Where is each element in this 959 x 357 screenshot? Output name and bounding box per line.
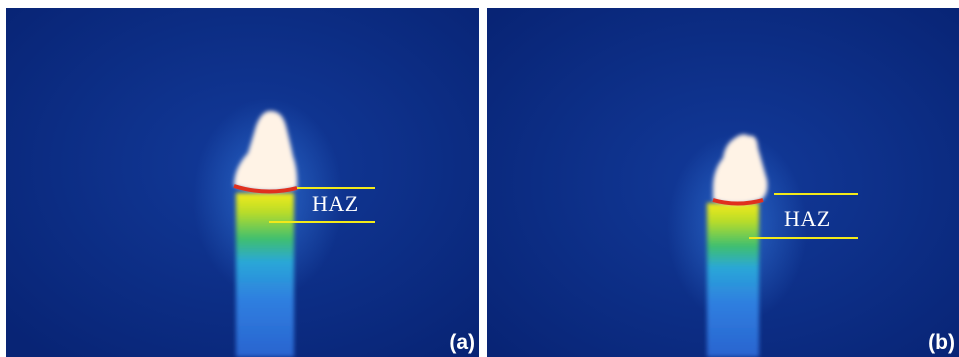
molten-tip [234,110,298,192]
panel-label: (a) [449,331,475,354]
thermal-image-a: HAZ (a) [6,8,479,357]
thermal-scene-b [487,8,959,357]
haz-label: HAZ [784,206,831,231]
haz-label: HAZ [312,191,359,216]
rod [707,203,759,357]
thermal-scene-a [6,8,479,357]
panel-label: (b) [928,331,955,354]
transition-band [233,184,298,194]
molten-tip [713,134,768,204]
rod [236,193,294,357]
transition-band [712,198,764,206]
thermal-image-b: HAZ (b) [487,8,959,357]
